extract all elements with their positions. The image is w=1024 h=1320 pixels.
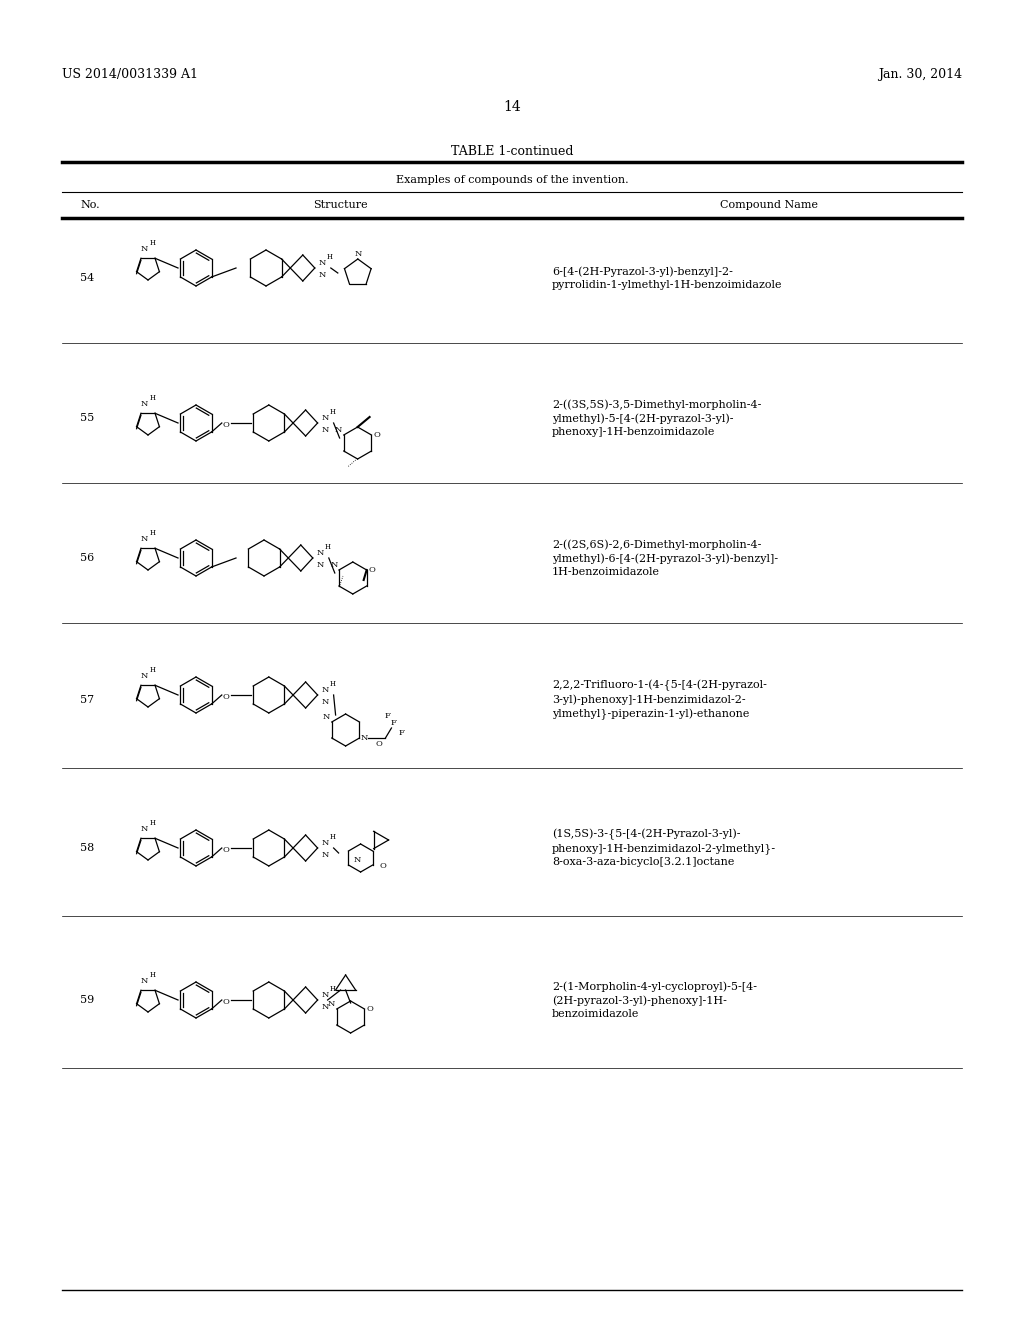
Text: H: H (325, 543, 331, 550)
Text: N: N (140, 672, 147, 680)
Text: N: N (140, 825, 147, 833)
Text: O: O (222, 846, 229, 854)
Text: 2,2,2-Trifluoro-1-(4-{5-[4-(2H-pyrazol-
3-yl)-phenoxy]-1H-benzimidazol-2-
ylmeth: 2,2,2-Trifluoro-1-(4-{5-[4-(2H-pyrazol- … (552, 680, 767, 719)
Text: 6-[4-(2H-Pyrazol-3-yl)-benzyl]-2-
pyrrolidin-1-ylmethyl-1H-benzoimidazole: 6-[4-(2H-Pyrazol-3-yl)-benzyl]-2- pyrrol… (552, 267, 782, 290)
Text: H: H (330, 680, 336, 688)
Text: 14: 14 (503, 100, 521, 114)
Text: O: O (366, 1005, 373, 1012)
Text: 58: 58 (80, 843, 94, 853)
Text: H: H (150, 393, 156, 403)
Text: Compound Name: Compound Name (720, 201, 818, 210)
Text: N: N (322, 851, 329, 859)
Text: N: N (323, 713, 331, 721)
Text: N: N (322, 426, 329, 434)
Text: N: N (316, 561, 325, 569)
Text: H: H (150, 239, 156, 247)
Text: H: H (150, 667, 156, 675)
Text: N: N (322, 686, 329, 694)
Text: N: N (322, 991, 329, 999)
Text: N: N (140, 246, 147, 253)
Text: O: O (222, 693, 229, 701)
Text: N: N (354, 855, 361, 865)
Text: N: N (335, 426, 342, 434)
Text: H: H (330, 408, 336, 416)
Text: N: N (318, 271, 327, 279)
Text: O: O (375, 741, 382, 748)
Text: TABLE 1-continued: TABLE 1-continued (451, 145, 573, 158)
Text: N: N (140, 977, 147, 985)
Text: H: H (330, 833, 336, 841)
Text: N: N (140, 400, 147, 408)
Text: F: F (390, 719, 396, 727)
Text: O: O (222, 998, 229, 1006)
Text: N: N (328, 1001, 336, 1008)
Text: H: H (150, 529, 156, 537)
Text: N: N (331, 561, 338, 569)
Text: O: O (373, 432, 380, 440)
Text: N: N (360, 734, 369, 742)
Text: N: N (322, 698, 329, 706)
Text: F: F (398, 729, 404, 737)
Text: N: N (316, 549, 325, 557)
Text: US 2014/0031339 A1: US 2014/0031339 A1 (62, 69, 198, 81)
Text: 55: 55 (80, 413, 94, 422)
Text: H: H (150, 818, 156, 828)
Text: N: N (354, 249, 361, 257)
Text: No.: No. (80, 201, 99, 210)
Text: N: N (322, 414, 329, 422)
Text: 54: 54 (80, 273, 94, 282)
Text: 57: 57 (80, 696, 94, 705)
Text: Jan. 30, 2014: Jan. 30, 2014 (878, 69, 962, 81)
Text: F: F (385, 711, 390, 719)
Text: O: O (379, 862, 386, 870)
Text: H: H (327, 253, 333, 261)
Text: Structure: Structure (312, 201, 368, 210)
Text: 2-((2S,6S)-2,6-Dimethyl-morpholin-4-
ylmethyl)-6-[4-(2H-pyrazol-3-yl)-benzyl]-
1: 2-((2S,6S)-2,6-Dimethyl-morpholin-4- ylm… (552, 539, 778, 577)
Text: N: N (318, 259, 327, 267)
Text: O: O (222, 421, 229, 429)
Text: 2-((3S,5S)-3,5-Dimethyl-morpholin-4-
ylmethyl)-5-[4-(2H-pyrazol-3-yl)-
phenoxy]-: 2-((3S,5S)-3,5-Dimethyl-morpholin-4- ylm… (552, 399, 762, 437)
Text: O: O (369, 566, 375, 574)
Text: 59: 59 (80, 995, 94, 1005)
Text: (1S,5S)-3-{5-[4-(2H-Pyrazol-3-yl)-
phenoxy]-1H-benzimidazol-2-ylmethyl}-
8-oxa-3: (1S,5S)-3-{5-[4-(2H-Pyrazol-3-yl)- pheno… (552, 829, 776, 867)
Text: H: H (150, 972, 156, 979)
Text: N: N (140, 535, 147, 543)
Text: N: N (322, 840, 329, 847)
Text: N: N (322, 1003, 329, 1011)
Text: 56: 56 (80, 553, 94, 564)
Text: Examples of compounds of the invention.: Examples of compounds of the invention. (395, 176, 629, 185)
Text: 2-(1-Morpholin-4-yl-cycloproyl)-5-[4-
(2H-pyrazol-3-yl)-phenoxy]-1H-
benzoimidaz: 2-(1-Morpholin-4-yl-cycloproyl)-5-[4- (2… (552, 981, 757, 1019)
Text: H: H (330, 985, 336, 993)
